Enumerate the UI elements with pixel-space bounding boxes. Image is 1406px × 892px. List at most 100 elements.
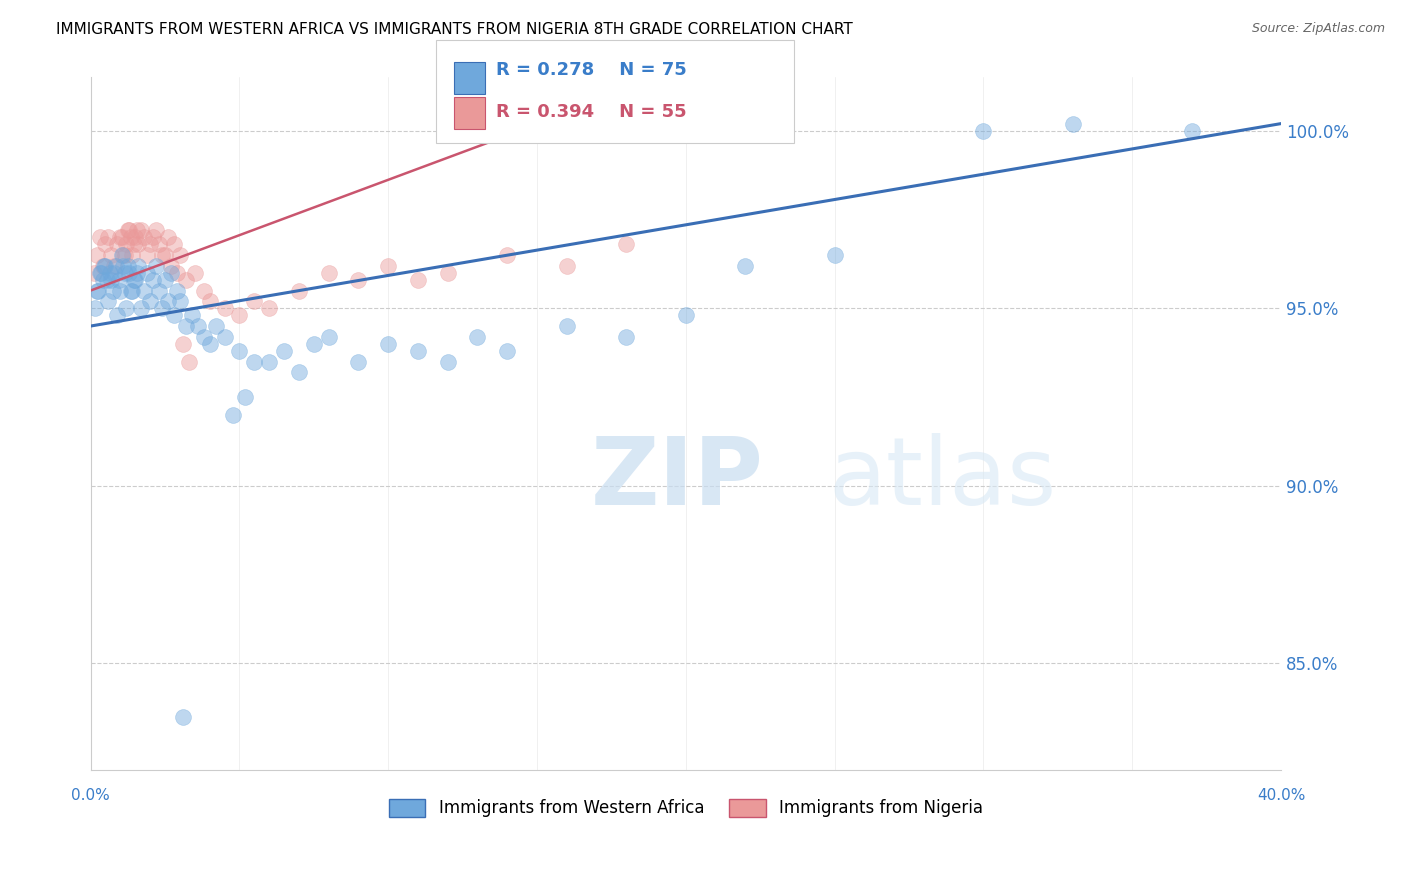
Point — [169, 248, 191, 262]
Text: atlas: atlas — [828, 434, 1057, 525]
Point — [174, 319, 197, 334]
Point — [97, 230, 120, 244]
Point — [96, 273, 118, 287]
Text: ZIP: ZIP — [591, 434, 763, 525]
Legend: Immigrants from Western Africa, Immigrants from Nigeria: Immigrants from Western Africa, Immigran… — [382, 792, 990, 824]
Point — [105, 237, 128, 252]
Point — [257, 301, 280, 316]
Point — [972, 124, 994, 138]
Point — [193, 284, 215, 298]
Point — [125, 223, 148, 237]
Point — [614, 237, 637, 252]
Point — [105, 309, 128, 323]
Point — [174, 273, 197, 287]
Point — [1062, 117, 1084, 131]
Point — [136, 266, 159, 280]
Point — [172, 336, 194, 351]
Point — [235, 390, 257, 404]
Point — [156, 230, 179, 244]
Point — [103, 266, 125, 280]
Point — [124, 230, 146, 244]
Point — [160, 259, 183, 273]
Point — [302, 336, 325, 351]
Point — [84, 301, 107, 316]
Text: Source: ZipAtlas.com: Source: ZipAtlas.com — [1251, 22, 1385, 36]
Point — [377, 259, 399, 273]
Point — [115, 237, 138, 252]
Point — [100, 273, 122, 287]
Point — [193, 329, 215, 343]
Point — [180, 309, 202, 323]
Point — [436, 266, 458, 280]
Point — [139, 294, 162, 309]
Point — [142, 273, 165, 287]
Point — [166, 266, 188, 280]
Point — [101, 284, 124, 298]
Point — [89, 266, 111, 280]
Point — [114, 266, 136, 280]
Point — [97, 294, 120, 309]
Point — [103, 259, 125, 273]
Point — [288, 365, 311, 379]
Point — [288, 284, 311, 298]
Point — [436, 354, 458, 368]
Point — [243, 294, 266, 309]
Point — [118, 266, 141, 280]
Point — [104, 259, 127, 273]
Point — [145, 223, 167, 237]
Text: R = 0.278    N = 75: R = 0.278 N = 75 — [496, 61, 688, 78]
Point — [111, 230, 134, 244]
Point — [112, 259, 135, 273]
Point — [153, 273, 176, 287]
Point — [83, 266, 105, 280]
Point — [156, 294, 179, 309]
Point — [121, 284, 143, 298]
Point — [90, 266, 112, 280]
Point — [166, 284, 188, 298]
Point — [125, 266, 148, 280]
Point — [91, 259, 114, 273]
Point — [136, 248, 159, 262]
Point — [121, 248, 143, 262]
Point — [184, 266, 207, 280]
Point — [169, 294, 191, 309]
Point — [129, 301, 152, 316]
Point — [187, 319, 209, 334]
Point — [555, 259, 578, 273]
Point — [214, 329, 236, 343]
Point — [115, 301, 138, 316]
Point — [148, 284, 170, 298]
Point — [94, 237, 117, 252]
Point — [406, 273, 429, 287]
Point — [734, 259, 756, 273]
Point — [824, 248, 846, 262]
Point — [122, 273, 145, 287]
Point — [145, 259, 167, 273]
Point — [134, 284, 156, 298]
Point — [111, 248, 134, 262]
Point — [112, 248, 135, 262]
Point — [89, 230, 111, 244]
Point — [94, 259, 117, 273]
Point — [204, 319, 226, 334]
Point — [108, 273, 131, 287]
Point — [675, 309, 697, 323]
Point — [228, 309, 250, 323]
Point — [163, 237, 186, 252]
Point — [86, 248, 108, 262]
Point — [118, 223, 141, 237]
Point — [198, 336, 221, 351]
Point — [496, 343, 519, 358]
Point — [129, 223, 152, 237]
Point — [198, 294, 221, 309]
Point — [467, 329, 489, 343]
Point — [243, 354, 266, 368]
Point — [120, 284, 142, 298]
Point — [134, 230, 156, 244]
Point — [86, 284, 108, 298]
Point — [555, 319, 578, 334]
Point — [122, 237, 145, 252]
Text: IMMIGRANTS FROM WESTERN AFRICA VS IMMIGRANTS FROM NIGERIA 8TH GRADE CORRELATION : IMMIGRANTS FROM WESTERN AFRICA VS IMMIGR… — [56, 22, 853, 37]
Point — [257, 354, 280, 368]
Point — [148, 237, 170, 252]
